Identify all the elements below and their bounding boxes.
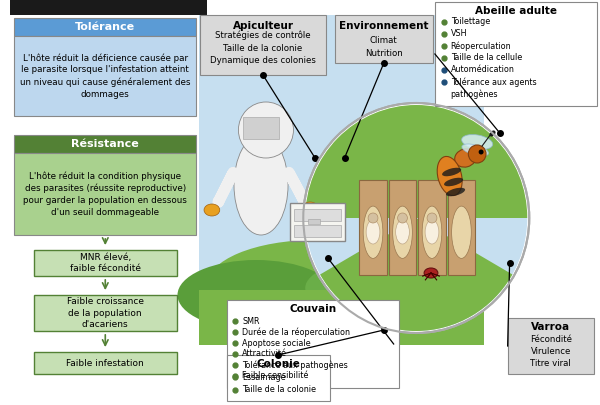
Circle shape bbox=[427, 213, 437, 223]
Text: Titre viral: Titre viral bbox=[530, 360, 571, 369]
Text: Tolérance aux agents: Tolérance aux agents bbox=[451, 77, 536, 87]
Ellipse shape bbox=[461, 134, 493, 149]
Circle shape bbox=[303, 103, 529, 333]
Bar bbox=[244, 117, 279, 139]
Ellipse shape bbox=[446, 188, 465, 196]
Ellipse shape bbox=[204, 204, 220, 216]
Ellipse shape bbox=[305, 258, 463, 318]
Text: Toilettage: Toilettage bbox=[451, 17, 490, 26]
Text: Apiculteur: Apiculteur bbox=[232, 21, 293, 31]
Text: Apoptose sociale: Apoptose sociale bbox=[242, 339, 311, 347]
Text: VSH: VSH bbox=[451, 30, 467, 38]
Bar bbox=[295, 225, 341, 237]
Text: Environnement: Environnement bbox=[339, 21, 428, 31]
Wedge shape bbox=[305, 105, 527, 218]
Circle shape bbox=[479, 149, 484, 154]
Text: Taille de la cellule: Taille de la cellule bbox=[451, 53, 522, 62]
Bar bbox=[418, 180, 446, 275]
Ellipse shape bbox=[444, 178, 463, 186]
Text: Durée de la réoperculation: Durée de la réoperculation bbox=[242, 327, 350, 337]
Ellipse shape bbox=[302, 202, 318, 214]
Text: Faible croissance
de la population
d'acariens: Faible croissance de la population d'aca… bbox=[67, 297, 144, 328]
Bar bbox=[14, 135, 196, 153]
Text: Taille de la colonie: Taille de la colonie bbox=[242, 386, 316, 394]
Text: Automédication: Automédication bbox=[451, 66, 515, 75]
Bar bbox=[308, 219, 320, 224]
Text: L'hôte réduit la déficience causée par
le parasite lorsque l'infestation atteint: L'hôte réduit la déficience causée par l… bbox=[20, 53, 191, 99]
Ellipse shape bbox=[437, 156, 462, 196]
Ellipse shape bbox=[462, 144, 488, 156]
Ellipse shape bbox=[442, 168, 461, 176]
Bar bbox=[227, 355, 330, 401]
Ellipse shape bbox=[366, 220, 380, 244]
Bar bbox=[448, 180, 475, 275]
Bar bbox=[10, 0, 207, 15]
Text: pathogènes: pathogènes bbox=[451, 89, 498, 99]
Bar bbox=[359, 180, 387, 275]
Wedge shape bbox=[305, 218, 527, 331]
Bar bbox=[199, 15, 484, 345]
Circle shape bbox=[368, 213, 378, 223]
Ellipse shape bbox=[234, 135, 288, 235]
Bar bbox=[335, 15, 433, 63]
Ellipse shape bbox=[455, 149, 476, 167]
Bar bbox=[199, 290, 484, 345]
Text: Résistance: Résistance bbox=[71, 139, 139, 149]
Text: Abeille adulte: Abeille adulte bbox=[475, 6, 557, 16]
Text: Fécondité: Fécondité bbox=[530, 335, 572, 345]
Circle shape bbox=[469, 145, 486, 163]
Bar bbox=[227, 300, 398, 388]
Bar bbox=[14, 153, 196, 235]
Text: Faible sensibilité: Faible sensibilité bbox=[242, 371, 309, 381]
Bar bbox=[34, 352, 176, 374]
Bar bbox=[200, 15, 326, 75]
Text: Varroa: Varroa bbox=[532, 322, 571, 332]
Bar bbox=[389, 180, 416, 275]
Text: Essaimage: Essaimage bbox=[242, 373, 286, 382]
Circle shape bbox=[398, 213, 407, 223]
Text: Stratégies de contrôle
Taille de la colonie
Dynamique des colonies: Stratégies de contrôle Taille de la colo… bbox=[210, 31, 316, 65]
Bar bbox=[290, 203, 344, 241]
Bar bbox=[14, 36, 196, 116]
Ellipse shape bbox=[424, 268, 438, 278]
Circle shape bbox=[238, 102, 293, 158]
Ellipse shape bbox=[207, 240, 423, 330]
Text: Tolérance aux pathogènes: Tolérance aux pathogènes bbox=[242, 360, 348, 370]
Text: L'hôte réduit la condition physique
des parasites (réussite reproductive)
pour g: L'hôte réduit la condition physique des … bbox=[23, 171, 187, 217]
Bar bbox=[34, 250, 176, 276]
Ellipse shape bbox=[178, 260, 335, 330]
Text: Réoperculation: Réoperculation bbox=[451, 41, 511, 51]
Text: MNR élevé,
faible fécondité: MNR élevé, faible fécondité bbox=[70, 253, 141, 273]
Bar bbox=[14, 18, 196, 36]
Text: Colonie: Colonie bbox=[256, 359, 300, 369]
FancyArrowPatch shape bbox=[289, 173, 304, 200]
Text: Faible infestation: Faible infestation bbox=[67, 358, 144, 367]
Bar bbox=[295, 209, 341, 221]
Wedge shape bbox=[320, 218, 512, 331]
Text: Couvain: Couvain bbox=[289, 304, 336, 314]
FancyArrowPatch shape bbox=[218, 173, 233, 202]
Ellipse shape bbox=[452, 206, 471, 258]
Bar bbox=[435, 2, 597, 106]
Ellipse shape bbox=[422, 206, 442, 258]
Text: Attractivité: Attractivité bbox=[242, 350, 287, 358]
Ellipse shape bbox=[392, 206, 412, 258]
Bar bbox=[34, 295, 176, 331]
Ellipse shape bbox=[425, 220, 439, 244]
Text: SMR: SMR bbox=[242, 316, 260, 326]
Text: Tolérance: Tolérance bbox=[75, 22, 136, 32]
Text: Climat
Nutrition: Climat Nutrition bbox=[365, 36, 403, 58]
Ellipse shape bbox=[363, 206, 383, 258]
Ellipse shape bbox=[395, 220, 409, 244]
Bar bbox=[508, 318, 594, 374]
Text: Virulence: Virulence bbox=[530, 347, 571, 356]
